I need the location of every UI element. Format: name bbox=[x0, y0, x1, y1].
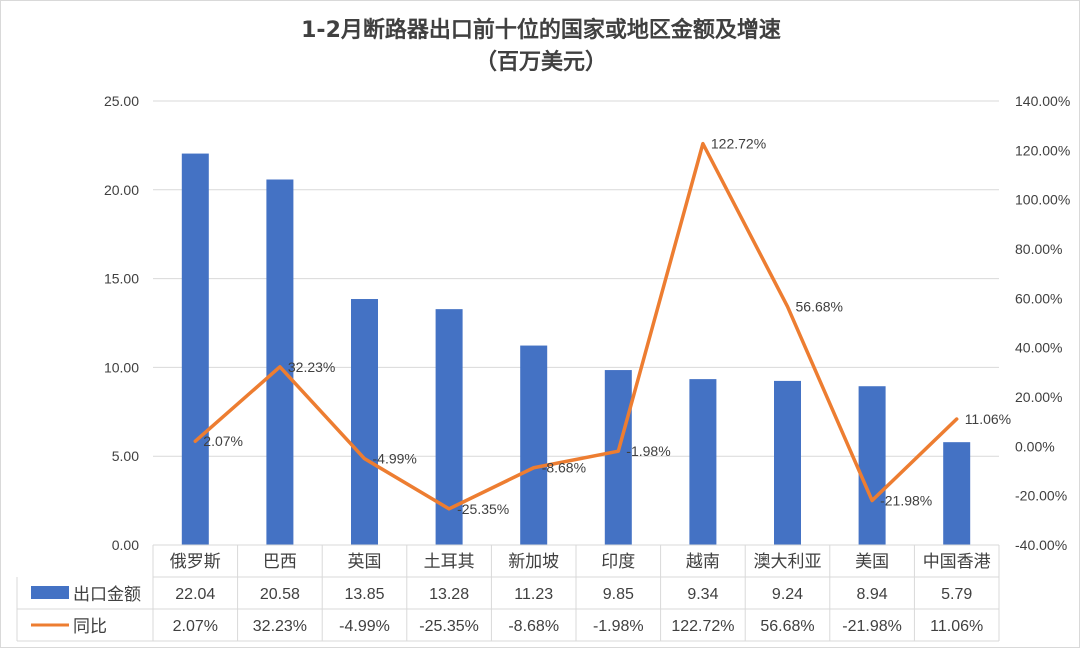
table-cell-amount: 9.85 bbox=[603, 586, 634, 603]
y-right-tick-label: 20.00% bbox=[1015, 389, 1062, 405]
y-left-tick-label: 0.00 bbox=[112, 537, 139, 553]
category-label: 中国香港 bbox=[923, 552, 991, 572]
y-right-tick-label: 140.00% bbox=[1015, 93, 1070, 109]
yoy-data-label: 122.72% bbox=[711, 136, 766, 152]
table-cell-amount: 13.85 bbox=[344, 586, 384, 603]
y-right-tick-label: 0.00% bbox=[1015, 438, 1055, 454]
y-left-tick-label: 10.00 bbox=[104, 359, 139, 375]
table-cell-amount: 22.04 bbox=[175, 586, 215, 603]
y-right-tick-label: 80.00% bbox=[1015, 241, 1062, 257]
bar bbox=[689, 379, 717, 545]
legend-swatch-bar bbox=[31, 586, 69, 599]
y-left-tick-label: 15.00 bbox=[104, 271, 139, 287]
category-label: 越南 bbox=[686, 552, 720, 572]
yoy-data-label: -8.68% bbox=[542, 460, 586, 476]
yoy-data-label: 56.68% bbox=[796, 299, 843, 315]
yoy-data-label: -25.35% bbox=[457, 501, 509, 517]
bar bbox=[351, 299, 378, 545]
y-right-tick-label: 120.00% bbox=[1015, 142, 1070, 158]
table-cell-yoy: 2.07% bbox=[173, 618, 218, 635]
y-left-tick-label: 5.00 bbox=[112, 448, 139, 464]
table-cell-amount: 8.94 bbox=[857, 586, 888, 603]
table-cell-amount: 11.23 bbox=[514, 586, 553, 603]
yoy-data-label: 2.07% bbox=[203, 433, 243, 449]
chart-subtitle: （百万美元） bbox=[474, 50, 607, 75]
bar bbox=[266, 179, 294, 545]
bar bbox=[604, 370, 632, 545]
category-label: 美国 bbox=[855, 552, 889, 572]
table-cell-amount: 9.34 bbox=[687, 586, 718, 603]
chart-title-block: 1-2月断路器出口前十位的国家或地区金额及增速 （百万美元） bbox=[1, 15, 1080, 79]
table-cell-yoy: -8.68% bbox=[508, 618, 559, 635]
table-cell-yoy: -1.98% bbox=[593, 618, 644, 635]
table-cell-yoy: -21.98% bbox=[842, 618, 902, 635]
yoy-data-label: 11.06% bbox=[965, 411, 1011, 427]
yoy-line bbox=[193, 141, 959, 511]
table-cell-yoy: 122.72% bbox=[671, 618, 734, 635]
category-label: 新加坡 bbox=[508, 552, 559, 572]
category-label: 英国 bbox=[348, 552, 382, 572]
yoy-data-label: -4.99% bbox=[373, 451, 417, 467]
legend-label-line: 同比 bbox=[73, 617, 107, 637]
table-cell-amount: 5.79 bbox=[941, 586, 972, 603]
yoy-data-label: -21.98% bbox=[880, 493, 932, 509]
bar bbox=[181, 153, 209, 546]
y-right-tick-label: -40.00% bbox=[1015, 537, 1067, 553]
y-right-tick-label: 60.00% bbox=[1015, 290, 1062, 306]
table-cell-yoy: 56.68% bbox=[760, 618, 814, 635]
yoy-data-label: 32.23% bbox=[288, 359, 335, 375]
category-label: 澳大利亚 bbox=[754, 552, 822, 572]
category-label: 印度 bbox=[601, 552, 635, 572]
y-right-tick-label: 100.00% bbox=[1015, 192, 1070, 208]
table-cell-amount: 20.58 bbox=[260, 586, 300, 603]
bar bbox=[943, 442, 971, 545]
y-left-tick-label: 25.00 bbox=[104, 93, 139, 109]
chart-title: 1-2月断路器出口前十位的国家或地区金额及增速 bbox=[301, 18, 781, 43]
y-left-tick-label: 20.00 bbox=[104, 182, 139, 198]
y-right-tick-label: 40.00% bbox=[1015, 340, 1062, 356]
category-label: 土耳其 bbox=[424, 552, 475, 572]
bar bbox=[520, 345, 548, 545]
table-cell-yoy: -25.35% bbox=[419, 618, 479, 635]
category-label: 俄罗斯 bbox=[170, 552, 221, 572]
yoy-data-label: -1.98% bbox=[626, 443, 670, 459]
table-cell-amount: 9.24 bbox=[772, 586, 803, 603]
table-cell-yoy: -4.99% bbox=[339, 618, 390, 635]
table-cell-amount: 13.28 bbox=[429, 586, 469, 603]
table-cell-yoy: 32.23% bbox=[253, 618, 307, 635]
category-label: 巴西 bbox=[263, 552, 297, 572]
bar bbox=[858, 386, 886, 545]
legend-label-bar: 出口金额 bbox=[73, 585, 141, 605]
table-cell-yoy: 11.06% bbox=[930, 618, 983, 635]
bar bbox=[774, 380, 801, 545]
y-right-tick-label: -20.00% bbox=[1015, 488, 1067, 504]
